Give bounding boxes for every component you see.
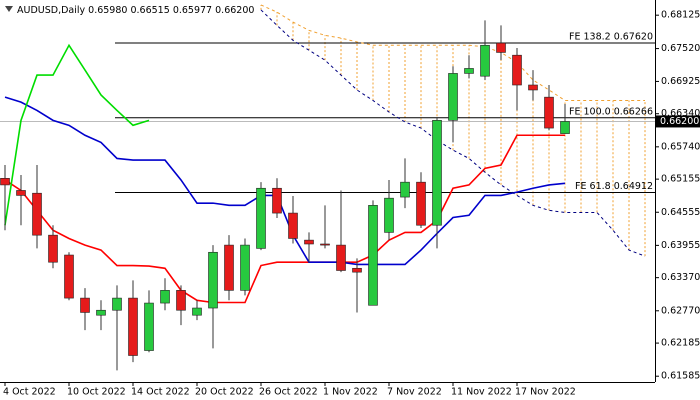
- x-tick-label: 10 Oct 2022: [67, 387, 126, 398]
- candle-body: [80, 297, 90, 313]
- candle-body: [128, 297, 138, 356]
- candle-body: [560, 121, 570, 134]
- x-tick-label: 1 Nov 2022: [323, 387, 378, 398]
- y-tick-label: 0.68125: [661, 10, 700, 21]
- candle-body: [272, 187, 282, 214]
- candle-body: [288, 212, 298, 239]
- candle-body: [368, 205, 378, 306]
- candle-body: [0, 178, 10, 186]
- candle-body: [464, 68, 474, 74]
- indicator-line: [4, 43, 150, 226]
- y-tick-label: 0.65740: [661, 141, 700, 152]
- y-tick-label: 0.62185: [661, 338, 700, 349]
- candle-body: [496, 42, 506, 53]
- candle-body: [176, 290, 186, 311]
- header-icon: [5, 6, 13, 12]
- indicator-line: [260, 9, 646, 257]
- candle-body: [48, 234, 58, 263]
- y-tick-label: 0.65155: [661, 174, 700, 185]
- candle-body: [32, 192, 42, 236]
- candle-body: [416, 181, 426, 226]
- low-value: 0.65977: [173, 5, 212, 16]
- candle-body: [336, 244, 346, 271]
- candle-body: [112, 297, 122, 311]
- y-tick-label: 0.64555: [661, 207, 700, 218]
- x-tick-label: 7 Nov 2022: [387, 387, 442, 398]
- candle-body: [528, 84, 538, 91]
- candle-body: [544, 96, 554, 129]
- y-tick-label: 0.66925: [661, 76, 700, 87]
- level-label: FE 61.8 0.64912: [575, 181, 653, 192]
- level-label: FE 138.2 0.67620: [569, 32, 653, 43]
- candle-body: [320, 243, 330, 246]
- close-value: 0.66200: [215, 5, 254, 16]
- candle-body: [256, 187, 266, 249]
- open-value: 0.65980: [88, 5, 127, 16]
- y-tick-label: 0.66340: [661, 108, 700, 119]
- indicator-line: [4, 134, 565, 304]
- x-tick-label: 17 Nov 2022: [515, 387, 576, 398]
- level-label: FE 100.0 0.66266: [569, 106, 653, 117]
- candle-body: [352, 267, 362, 273]
- candle-body: [384, 197, 394, 233]
- y-tick-label: 0.61585: [661, 371, 700, 382]
- candle-body: [448, 73, 458, 121]
- candle-body: [480, 44, 490, 77]
- symbol: AUDUSD,Daily: [17, 5, 86, 16]
- candle-body: [192, 307, 202, 316]
- y-tick-label: 0.62770: [661, 305, 700, 316]
- y-tick-label: 0.63955: [661, 240, 700, 251]
- candle-body: [16, 190, 26, 196]
- candle-body: [304, 239, 314, 245]
- x-tick-label: 4 Oct 2022: [3, 387, 56, 398]
- x-tick-label: 20 Oct 2022: [195, 387, 254, 398]
- candle-body: [432, 120, 442, 226]
- last-price-badge: [656, 115, 700, 128]
- candle-body: [208, 251, 218, 309]
- last-price-label: 0.66200: [660, 116, 699, 127]
- y-tick-label: 0.67520: [661, 43, 700, 54]
- x-tick-label: 14 Oct 2022: [131, 387, 190, 398]
- indicator-line: [4, 96, 566, 266]
- candle-body: [400, 181, 410, 198]
- header: AUDUSD,Daily 0.65980 0.66515 0.65977 0.6…: [17, 5, 254, 16]
- x-tick-label: 26 Oct 2022: [259, 387, 318, 398]
- high-value: 0.66515: [130, 5, 169, 16]
- candle-body: [160, 290, 170, 304]
- candle-body: [144, 302, 154, 351]
- x-tick-label: 11 Nov 2022: [451, 387, 512, 398]
- candle-body: [224, 244, 234, 291]
- candle-body: [240, 244, 250, 291]
- candle-body: [96, 309, 106, 316]
- y-tick-label: 0.63370: [661, 272, 700, 283]
- candle-body: [512, 54, 522, 86]
- candle-body: [64, 254, 74, 299]
- indicator-line: [260, 4, 645, 101]
